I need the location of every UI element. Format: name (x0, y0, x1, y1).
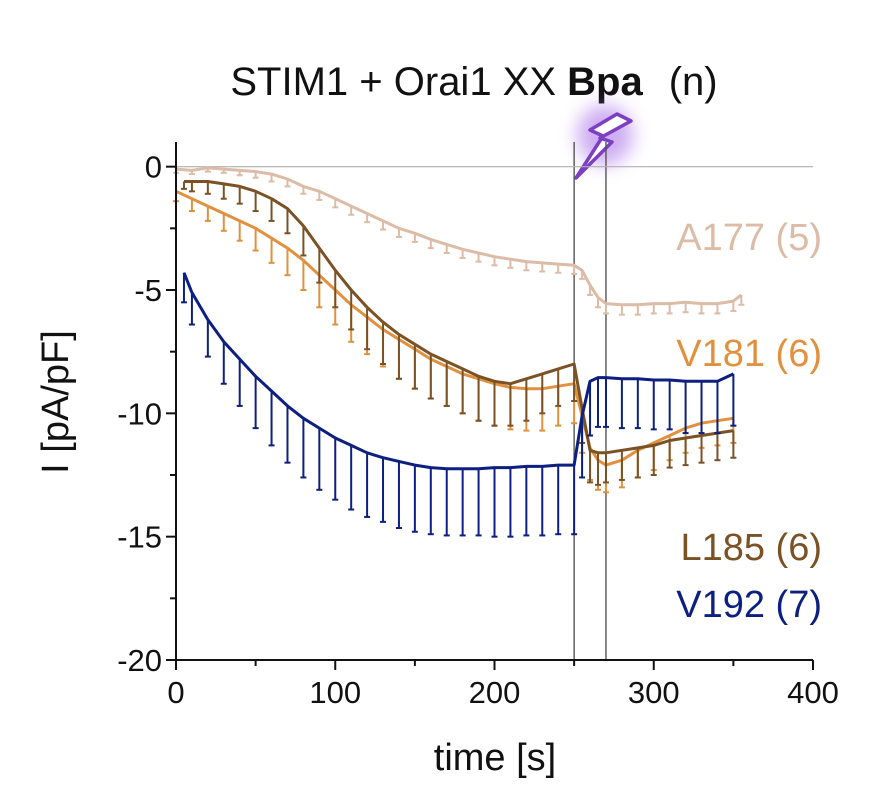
ticks-layer: 0 100 200 300 400 0 -5 -10 -15 -20 (117, 150, 839, 710)
series-A177 (173, 166, 745, 316)
x-axis-title: time [s] (434, 737, 556, 779)
legend: A177 (5) V181 (6) L185 (6) V192 (7) (676, 217, 822, 626)
legend-label-V181: V181 (6) (676, 333, 822, 375)
y-tick-label: -20 (117, 643, 162, 678)
series-L185 (180, 180, 737, 486)
series-V192 (180, 272, 737, 538)
series-layer (173, 166, 745, 538)
series-line (184, 180, 734, 455)
chart-title-bold: Bpa (567, 60, 643, 104)
chart-title: STIM1 + Orai1 XX Bpa (n) (230, 60, 717, 104)
legend-label-A177: A177 (5) (676, 217, 822, 259)
legend-label-V192: V192 (7) (676, 584, 822, 626)
y-tick-label: -5 (134, 273, 162, 308)
series-line (175, 189, 734, 467)
x-tick-label: 100 (309, 675, 361, 710)
x-tick-label: 300 (628, 675, 680, 710)
series-line (175, 166, 743, 307)
x-tick-label: 0 (167, 675, 184, 710)
y-axis-title: I [pA/pF] (35, 330, 77, 474)
chart-title-prefix: STIM1 + Orai1 XX (230, 60, 567, 104)
y-tick-label: -15 (117, 520, 162, 555)
y-tick-label: -10 (117, 396, 162, 431)
series-line (182, 272, 735, 471)
x-tick-label: 400 (787, 675, 839, 710)
lightning-bolt-icon (574, 105, 633, 180)
legend-label-L185: L185 (6) (680, 527, 822, 569)
chart-title-suffix: (n) (669, 60, 718, 104)
y-tick-label: 0 (145, 150, 162, 185)
x-tick-label: 200 (469, 675, 521, 710)
